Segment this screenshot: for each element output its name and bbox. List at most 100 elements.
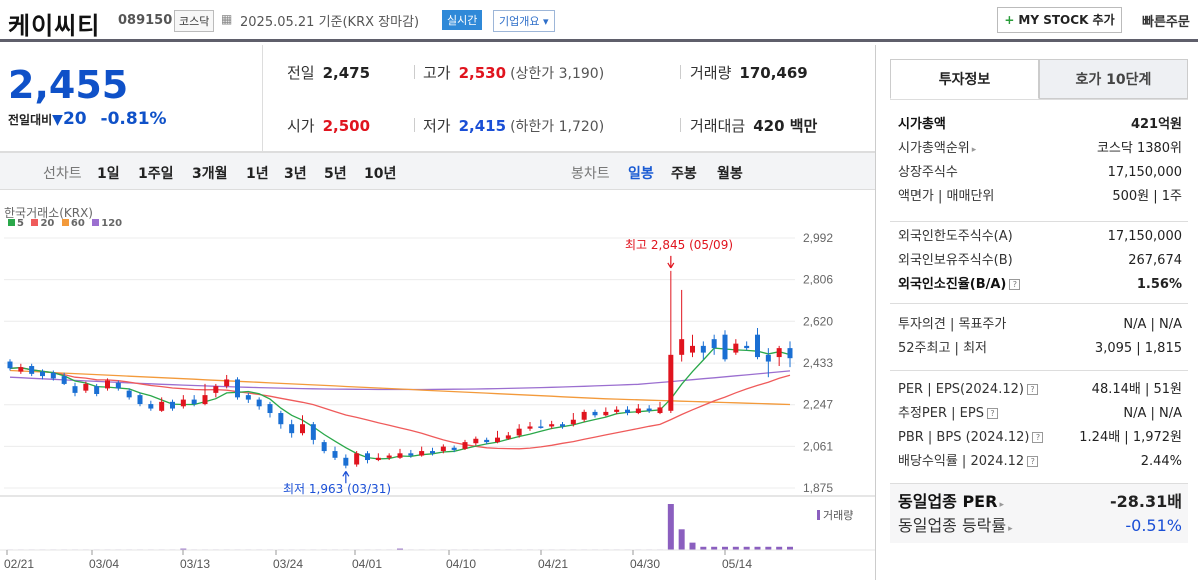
candle-body bbox=[289, 424, 295, 434]
y-tick-label: 2,247 bbox=[803, 398, 833, 412]
x-tick-label: 04/10 bbox=[446, 557, 476, 571]
candle-daily[interactable]: 일봉 bbox=[628, 166, 654, 182]
amount-label: 거래대금 bbox=[690, 117, 746, 135]
x-tick-label: 05/14 bbox=[722, 557, 752, 571]
candle-weekly[interactable]: 주봉 bbox=[671, 166, 697, 182]
row-dividend: 배당수익률 | 2024.12? 2.44% bbox=[890, 450, 1188, 474]
ma5-swatch bbox=[8, 219, 15, 226]
price-summary: 2,455 전일대비▼20 -0.81% 전일 2,475 고가 2,530 (상한가… bbox=[0, 45, 875, 152]
candle-body bbox=[245, 395, 251, 400]
candle-body bbox=[527, 426, 533, 429]
row-value: N/A | N/A bbox=[1123, 317, 1182, 332]
candle-body bbox=[7, 361, 13, 369]
row-key: 배당수익률 | 2024.12? bbox=[898, 450, 1039, 474]
tab-invest-info[interactable]: 투자정보 bbox=[890, 59, 1039, 99]
volume-bar bbox=[700, 546, 707, 550]
triangle-down-icon: ▼ bbox=[52, 112, 63, 128]
row-key: 외국인보유주식수(B) bbox=[898, 253, 1013, 268]
help-icon[interactable]: ? bbox=[1009, 279, 1021, 290]
volume-bar bbox=[722, 546, 728, 550]
candle-body bbox=[278, 413, 284, 425]
open-price: 시가 2,500 bbox=[287, 115, 370, 136]
candle-body bbox=[451, 447, 457, 450]
row-value: 500원 | 1주 bbox=[1112, 189, 1182, 204]
candle-body bbox=[343, 457, 349, 466]
candle-body bbox=[29, 366, 35, 374]
opinion-table: 투자의견 | 목표주가 N/A | N/A 52주최고 | 최저 3,095 | 1… bbox=[890, 313, 1188, 361]
high-value: 2,530 bbox=[458, 64, 507, 82]
prev-label: 전일 bbox=[287, 64, 315, 82]
x-tick-label: 02/21 bbox=[4, 557, 34, 571]
period-1w[interactable]: 1주일 bbox=[138, 166, 174, 182]
candle-body bbox=[126, 390, 132, 398]
volume: 거래량 170,469 bbox=[690, 62, 808, 83]
row-key: 외국인한도주식수(A) bbox=[898, 229, 1013, 244]
realtime-button[interactable]: 실시간 bbox=[442, 10, 483, 30]
help-icon[interactable]: ? bbox=[986, 408, 998, 419]
help-icon[interactable]: ? bbox=[1032, 432, 1044, 443]
row-sector-change[interactable]: 동일업종 등락률 ▸ -0.51% bbox=[890, 514, 1188, 538]
y-tick-label: 2,620 bbox=[803, 314, 833, 328]
row-value: 2.44% bbox=[1140, 454, 1182, 469]
period-5y[interactable]: 5년 bbox=[324, 166, 347, 182]
period-3y[interactable]: 3년 bbox=[284, 166, 307, 182]
candle-body bbox=[560, 424, 565, 427]
x-tick-label: 04/21 bbox=[538, 557, 568, 571]
divider bbox=[890, 221, 1188, 222]
row-value: 421억원 bbox=[1130, 117, 1182, 132]
row-value: 267,674 bbox=[1128, 253, 1182, 268]
candle-body bbox=[733, 343, 739, 353]
candle-body bbox=[18, 367, 24, 372]
candle-body bbox=[690, 345, 695, 353]
period-1y[interactable]: 1년 bbox=[246, 166, 269, 182]
candle-body bbox=[137, 395, 143, 405]
stock-code: 089150 bbox=[118, 13, 173, 28]
tab-orderbook[interactable]: 호가 10단계 bbox=[1039, 59, 1188, 99]
period-3m[interactable]: 3개월 bbox=[192, 166, 228, 182]
row-market-cap-rank[interactable]: 시가총액순위 ▸ 코스닥 1380위 bbox=[890, 137, 1188, 161]
candle-body bbox=[50, 372, 56, 379]
divider bbox=[890, 303, 1188, 304]
y-tick-label: 2,061 bbox=[803, 439, 833, 453]
candle-body bbox=[462, 442, 468, 449]
candle-body bbox=[549, 424, 555, 427]
x-tick-label: 03/04 bbox=[89, 557, 119, 571]
quick-order-button[interactable]: 빠른주문 bbox=[1142, 15, 1190, 30]
y-tick-label: 2,433 bbox=[803, 356, 833, 370]
row-key: 시가총액 bbox=[898, 117, 946, 132]
volume-bar bbox=[743, 546, 750, 550]
row-value: 코스닥 1380위 bbox=[1096, 141, 1182, 156]
row-key: 외국인소진율(B/A)? bbox=[898, 273, 1021, 297]
candle-body bbox=[354, 453, 360, 465]
x-tick-label: 03/13 bbox=[180, 557, 210, 571]
ma20-line bbox=[9, 367, 791, 450]
company-info-dropdown[interactable]: 기업개요 ▾ bbox=[493, 10, 555, 32]
period-10y[interactable]: 10년 bbox=[364, 166, 397, 182]
help-icon[interactable]: ? bbox=[1027, 456, 1039, 467]
valuation-table: PER | EPS(2024.12)? 48.14배 | 51원 추정PER | … bbox=[890, 378, 1188, 474]
market-badge: 코스닥 bbox=[174, 10, 215, 32]
candle-body bbox=[581, 411, 587, 420]
row-per-eps: PER | EPS(2024.12)? 48.14배 | 51원 bbox=[890, 378, 1188, 402]
max-annotation: 최고 2,845 (05/09) bbox=[625, 238, 734, 252]
candle-body bbox=[473, 438, 479, 444]
candle-monthly[interactable]: 월봉 bbox=[717, 166, 743, 182]
candle-body bbox=[321, 442, 327, 452]
company-info-label: 기업개요 bbox=[499, 15, 540, 28]
amount-value: 420 백만 bbox=[753, 117, 818, 135]
row-sector-per[interactable]: 동일업종 PER ▸ -28.31배 bbox=[890, 490, 1188, 514]
candle-body bbox=[440, 446, 446, 452]
open-label: 시가 bbox=[287, 117, 315, 135]
period-1d[interactable]: 1일 bbox=[97, 166, 120, 182]
help-icon[interactable]: ? bbox=[1026, 384, 1038, 395]
trade-amount: 거래대금 420 백만 bbox=[690, 115, 817, 136]
volume-bar bbox=[732, 546, 739, 550]
row-pbr-bps: PBR | BPS (2024.12)? 1.24배 | 1,972원 bbox=[890, 426, 1188, 450]
row-foreign-limit: 외국인한도주식수(A) 17,150,000 bbox=[890, 225, 1188, 249]
current-price: 2,455 bbox=[8, 63, 129, 107]
candle-body bbox=[375, 457, 381, 461]
candle-body bbox=[61, 376, 67, 384]
ma60-label: 60 bbox=[70, 218, 85, 229]
candle-body bbox=[159, 401, 165, 411]
mystock-add-button[interactable]: + MY STOCK 추가 bbox=[997, 7, 1122, 33]
